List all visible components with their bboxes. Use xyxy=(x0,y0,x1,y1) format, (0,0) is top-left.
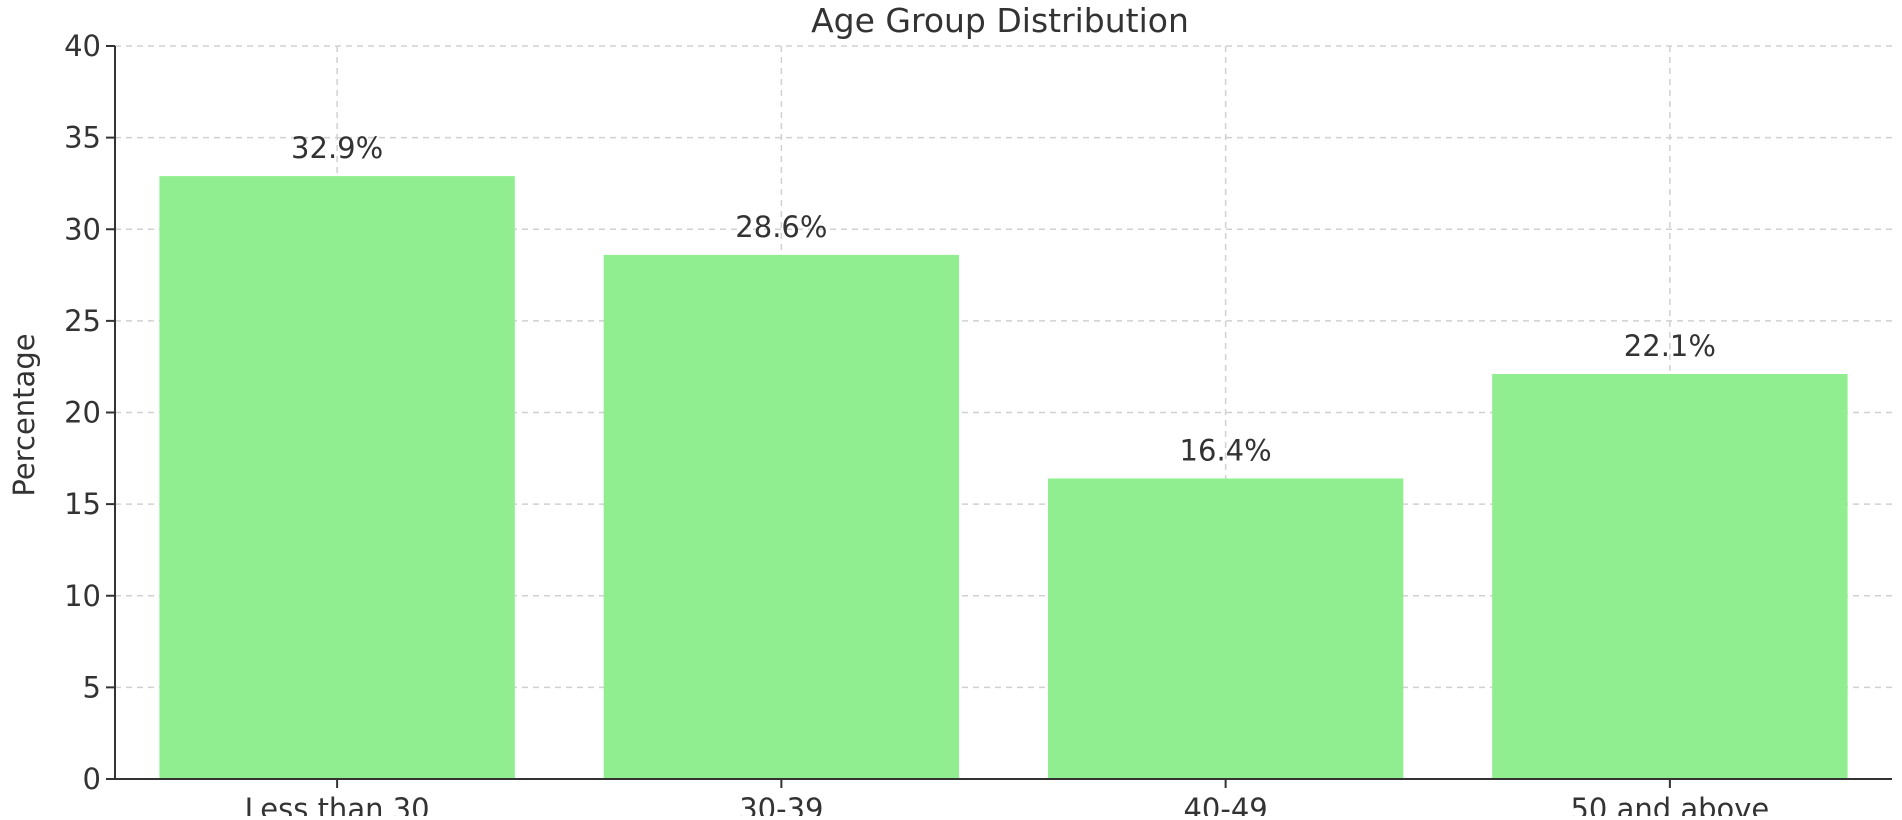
y-tick-label: 20 xyxy=(64,396,101,430)
x-tick-label: 50 and above xyxy=(1570,792,1769,816)
y-axis-label: Percentage xyxy=(7,333,41,496)
data-label: 32.9% xyxy=(291,131,383,165)
bar xyxy=(1492,374,1848,779)
data-labels: 32.9% 28.6% 16.4% 22.1% xyxy=(291,131,1716,467)
chart-title: Age Group Distribution xyxy=(811,1,1189,40)
bar xyxy=(159,176,515,780)
y-tick-label: 40 xyxy=(64,29,101,63)
y-tick-label: 30 xyxy=(64,212,101,246)
bars xyxy=(159,176,1848,780)
y-tick-label: 25 xyxy=(64,304,101,338)
y-tick-label: 15 xyxy=(64,487,101,521)
data-label: 28.6% xyxy=(735,210,827,244)
y-tick-label: 10 xyxy=(64,579,101,613)
x-tick-label: Less than 30 xyxy=(245,792,430,816)
data-label: 16.4% xyxy=(1180,433,1272,467)
y-tick-label: 5 xyxy=(83,670,101,704)
y-tick-label: 35 xyxy=(64,121,101,155)
bar xyxy=(603,254,960,779)
data-label: 22.1% xyxy=(1624,329,1716,363)
y-tick-label: 0 xyxy=(83,762,101,796)
x-tick-label: 40-49 xyxy=(1183,792,1267,816)
x-tick-label: 30-39 xyxy=(739,792,823,816)
axes: 0 5 10 15 20 25 30 35 40 Less than 30 30-39 40-49 50… xyxy=(64,29,1892,820)
bar xyxy=(1047,478,1404,779)
